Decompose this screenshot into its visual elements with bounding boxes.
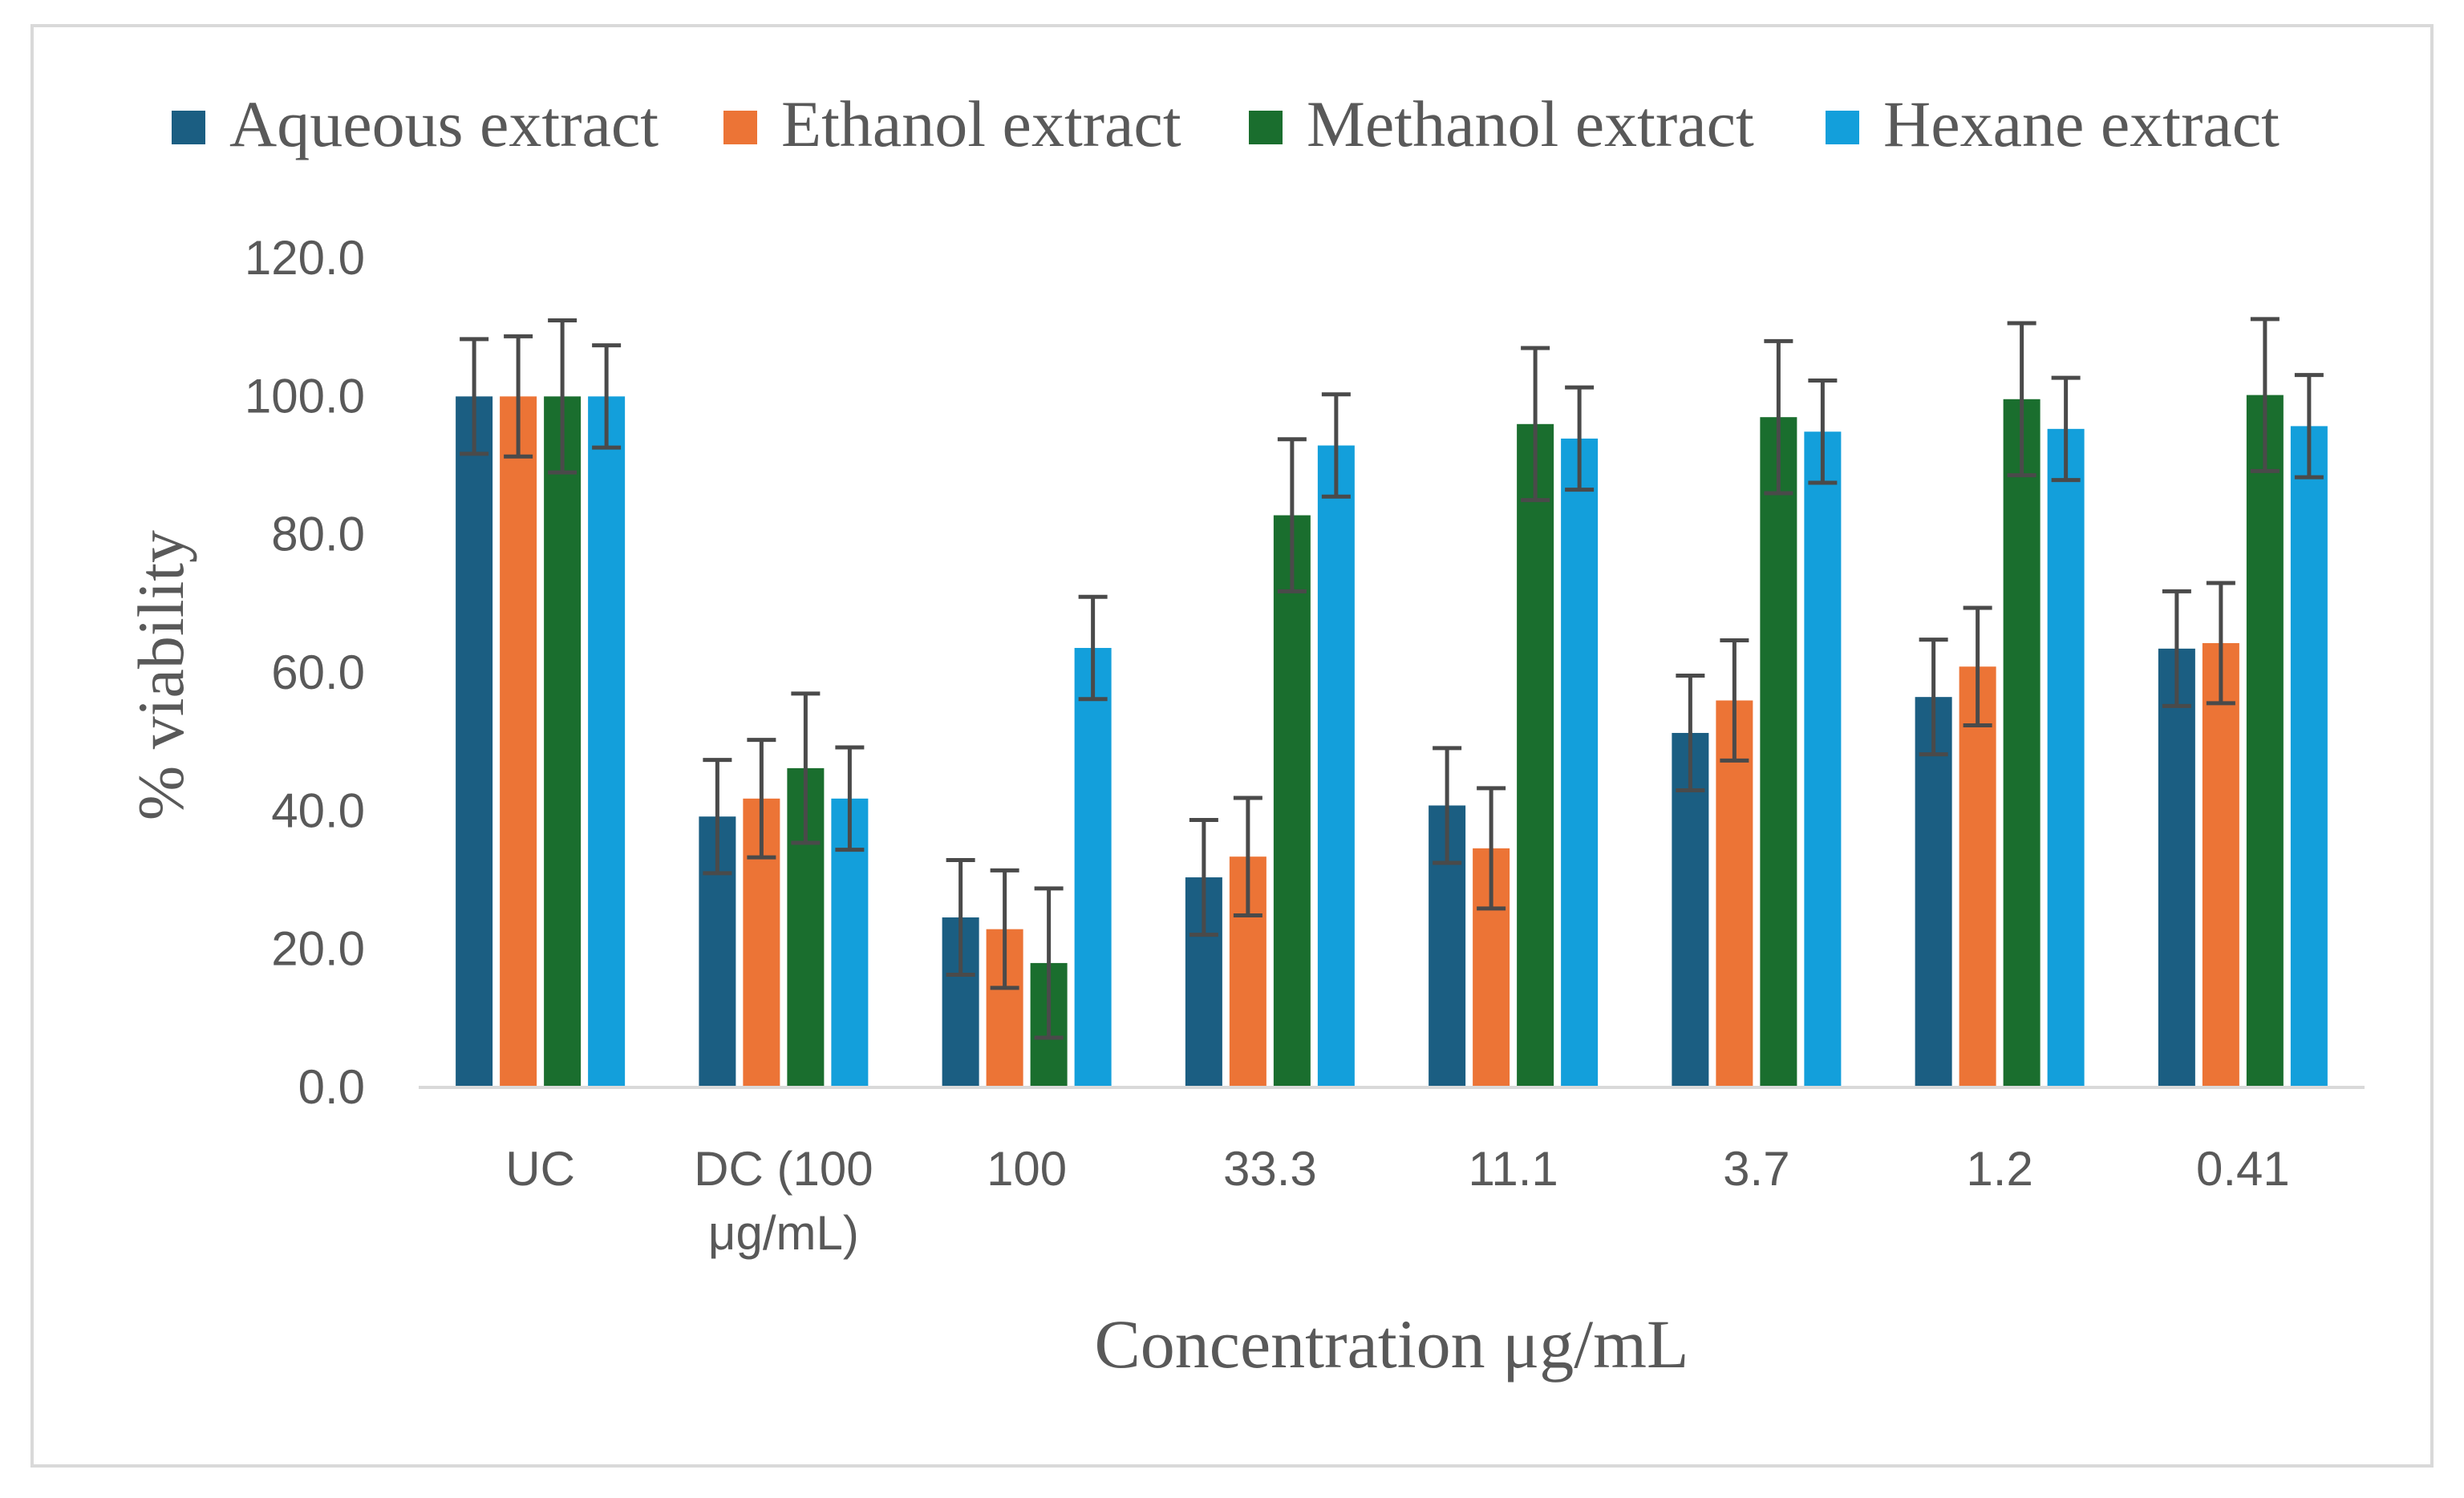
x-tick-label: 100 bbox=[987, 1142, 1067, 1196]
y-tick-label: 100.0 bbox=[245, 369, 365, 423]
legend-swatch bbox=[723, 111, 757, 144]
bar bbox=[2202, 642, 2239, 1087]
bar bbox=[1716, 700, 1753, 1087]
bar bbox=[2047, 428, 2085, 1087]
error-bar bbox=[460, 337, 489, 456]
legend-swatch bbox=[1249, 111, 1283, 144]
legend-swatch bbox=[1826, 111, 1859, 144]
error-bar bbox=[1189, 818, 1218, 937]
bar bbox=[2158, 648, 2195, 1087]
x-tick-label: UC bbox=[505, 1142, 575, 1196]
legend-label: Hexane extract bbox=[1883, 87, 2280, 160]
x-tick-label: 3.7 bbox=[1723, 1142, 1789, 1196]
error-bar bbox=[1034, 886, 1064, 1040]
x-axis: UC DC (100 μg/mL) 100 33.3 11.1 3.7 1.2 0.41 bbox=[419, 1086, 2365, 1260]
bar bbox=[1074, 647, 1112, 1087]
error-bar bbox=[504, 334, 533, 459]
bars bbox=[456, 395, 2328, 1087]
x-tick-label: 0.41 bbox=[2196, 1142, 2290, 1196]
error-bar bbox=[1963, 605, 1992, 727]
error-bar bbox=[1808, 379, 1838, 485]
bar bbox=[544, 396, 582, 1087]
bar bbox=[1804, 431, 1842, 1087]
y-tick-label: 0.0 bbox=[298, 1060, 365, 1114]
legend-swatch bbox=[172, 111, 205, 144]
bar bbox=[1760, 417, 1797, 1087]
error-bar bbox=[2294, 373, 2324, 480]
error-bar bbox=[2206, 581, 2235, 706]
legend-label: Ethanol extract bbox=[781, 87, 1181, 160]
bar bbox=[1959, 666, 1996, 1087]
legend-item: Methanol extract bbox=[1249, 87, 1754, 160]
error-bar bbox=[946, 858, 975, 978]
legend: Aqueous extract Ethanol extract Methanol e… bbox=[172, 87, 2280, 160]
bar bbox=[2290, 426, 2328, 1087]
error-bar bbox=[835, 745, 865, 852]
bar bbox=[1517, 423, 1554, 1087]
error-bar bbox=[791, 691, 821, 845]
error-bar bbox=[2007, 321, 2036, 478]
legend-label: Aqueous extract bbox=[229, 87, 659, 160]
error-bar bbox=[1565, 385, 1595, 492]
y-axis: 0.0 20.0 40.0 60.0 80.0 100.0 120.0 bbox=[245, 231, 365, 1114]
x-tick-label: 11.1 bbox=[1468, 1142, 1558, 1196]
error-bar bbox=[1676, 673, 1705, 792]
y-tick-label: 40.0 bbox=[271, 783, 365, 837]
error-bar bbox=[747, 738, 776, 860]
legend-label: Methanol extract bbox=[1307, 87, 1754, 160]
error-bar bbox=[990, 868, 1019, 990]
error-bar bbox=[1720, 638, 1749, 763]
bar bbox=[456, 396, 493, 1087]
error-bar bbox=[1919, 638, 1948, 757]
x-tick-label: 33.3 bbox=[1223, 1142, 1317, 1196]
error-bar bbox=[2051, 375, 2081, 483]
legend-item: Ethanol extract bbox=[723, 87, 1181, 160]
error-bar bbox=[2162, 589, 2191, 708]
y-axis-title: % viability bbox=[124, 530, 197, 820]
error-bar bbox=[592, 343, 622, 450]
y-tick-label: 20.0 bbox=[271, 922, 365, 976]
error-bar bbox=[1321, 392, 1351, 499]
x-axis-title: Concentration μg/mL bbox=[1094, 1306, 1688, 1383]
bar bbox=[1915, 697, 1952, 1087]
y-tick-label: 60.0 bbox=[271, 646, 365, 699]
error-bar bbox=[1078, 594, 1108, 702]
x-tick-label: 1.2 bbox=[1966, 1142, 2032, 1196]
error-bar bbox=[548, 318, 578, 475]
x-tick-label: DC (100 μg/mL) bbox=[694, 1142, 873, 1260]
error-bar bbox=[1433, 746, 1462, 865]
error-bar bbox=[1233, 796, 1262, 917]
error-bar bbox=[703, 758, 732, 876]
bar bbox=[500, 396, 537, 1087]
bar bbox=[2003, 399, 2040, 1087]
y-tick-label: 80.0 bbox=[271, 508, 365, 561]
bar bbox=[588, 396, 626, 1087]
bar bbox=[1561, 438, 1599, 1087]
error-bar bbox=[1477, 786, 1506, 911]
error-bars bbox=[460, 317, 2324, 1040]
y-tick-label: 120.0 bbox=[245, 231, 365, 285]
legend-item: Hexane extract bbox=[1826, 87, 2280, 160]
error-bar bbox=[1764, 338, 1793, 496]
error-bar bbox=[1521, 346, 1550, 503]
error-bar bbox=[1277, 437, 1307, 593]
bar bbox=[2246, 395, 2284, 1087]
legend-item: Aqueous extract bbox=[172, 87, 659, 160]
bar bbox=[1273, 515, 1311, 1087]
bar bbox=[1317, 445, 1355, 1087]
error-bar bbox=[2250, 317, 2280, 473]
